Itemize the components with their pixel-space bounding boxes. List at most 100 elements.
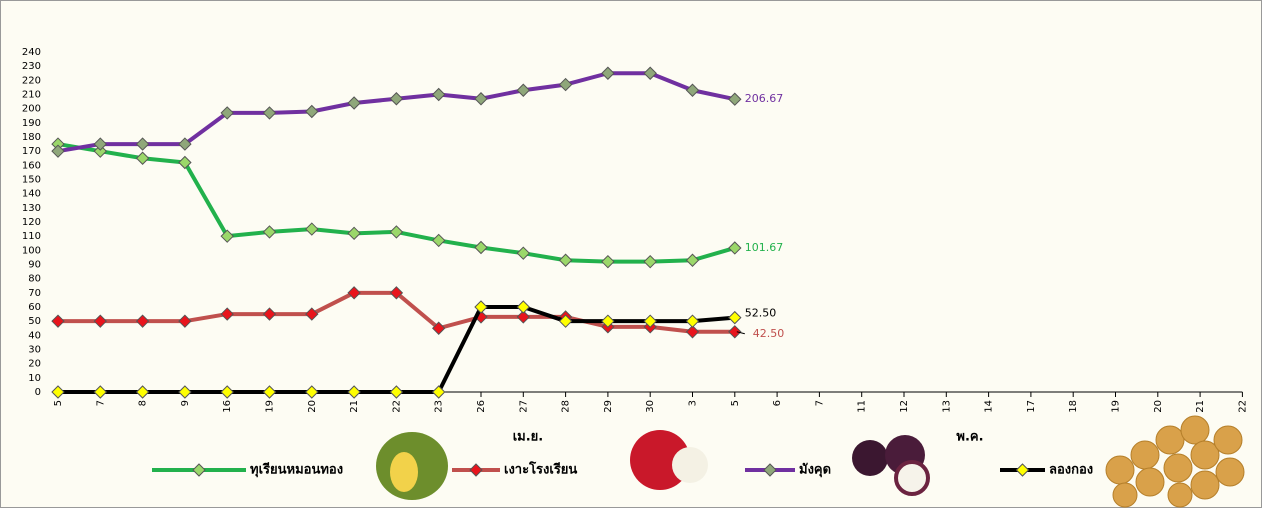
data-point <box>220 307 234 321</box>
data-point <box>305 385 319 399</box>
y-tick-label: 100 <box>22 245 41 256</box>
y-tick-label: 200 <box>22 104 41 115</box>
x-tick-label: 22 <box>1237 400 1248 413</box>
data-point <box>558 77 573 92</box>
x-tick-label: 27 <box>518 400 529 413</box>
legend-marker <box>469 463 483 477</box>
x-tick-label: 28 <box>561 400 572 413</box>
rambutan-flesh <box>672 447 708 483</box>
data-point <box>262 385 277 399</box>
data-point <box>601 314 615 328</box>
y-tick-label: 80 <box>28 274 41 285</box>
y-tick-label: 140 <box>22 189 41 200</box>
data-point <box>178 137 192 151</box>
data-point <box>474 240 488 255</box>
data-point <box>685 314 700 328</box>
data-point <box>347 96 361 110</box>
data-point <box>93 314 108 328</box>
y-tick-label: 230 <box>22 61 41 72</box>
y-tick-label: 60 <box>28 302 41 313</box>
x-tick-label: 8 <box>138 400 149 406</box>
data-point <box>685 83 700 97</box>
rambutan-icon <box>630 430 690 490</box>
y-tick-label: 0 <box>35 387 41 398</box>
data-point <box>389 92 404 106</box>
x-tick-label: 23 <box>434 400 445 413</box>
data-point <box>685 325 700 339</box>
x-tick-label: 17 <box>1026 400 1037 413</box>
mangosteen-icon <box>852 440 888 476</box>
legend-label: มังคุด <box>799 463 831 478</box>
data-point <box>728 310 742 325</box>
data-point <box>347 286 361 300</box>
data-point <box>93 137 108 151</box>
legend-marker <box>192 463 206 477</box>
data-point <box>516 246 531 260</box>
data-point <box>178 385 192 399</box>
durian-flesh <box>390 452 418 492</box>
y-tick-label: 40 <box>28 330 41 341</box>
data-point <box>643 314 657 328</box>
data-point <box>389 286 404 300</box>
x-group-label: เม.ย. <box>513 430 544 445</box>
y-tick-label: 30 <box>28 345 41 356</box>
data-point <box>305 222 319 236</box>
data-point <box>262 106 277 120</box>
data-point <box>389 385 404 399</box>
data-point <box>220 385 234 399</box>
x-tick-label: 9 <box>180 400 191 406</box>
y-tick-label: 160 <box>22 160 41 171</box>
data-point <box>516 300 531 314</box>
y-tick-label: 220 <box>22 75 41 86</box>
data-point <box>347 226 361 241</box>
x-tick-label: 7 <box>814 400 825 406</box>
data-point <box>305 104 319 119</box>
data-point <box>93 144 108 158</box>
x-tick-label: 3 <box>688 400 699 406</box>
legend-marker <box>763 463 777 477</box>
data-point <box>135 137 150 151</box>
x-group-label: พ.ค. <box>956 430 983 445</box>
y-tick-label: 20 <box>28 359 41 370</box>
data-point <box>728 92 742 106</box>
legend-label: เงาะโรงเรียน <box>504 461 577 478</box>
x-tick-label: 19 <box>1111 400 1122 413</box>
data-point <box>601 66 615 80</box>
y-tick-label: 170 <box>22 146 41 157</box>
data-point <box>262 225 277 239</box>
x-tick-label: 6 <box>772 400 783 406</box>
x-tick-label: 11 <box>857 400 868 413</box>
value-label: 101.67 <box>745 241 784 254</box>
data-point <box>516 83 531 97</box>
value-label: 52.50 <box>745 307 777 320</box>
data-point <box>178 314 192 328</box>
x-tick-label: 21 <box>349 400 360 413</box>
x-tick-label: 20 <box>307 400 318 413</box>
x-tick-label: 19 <box>265 400 276 413</box>
legend-label: ทุเรียนหมอนทอง <box>250 462 343 478</box>
data-point <box>431 321 446 335</box>
y-tick-label: 90 <box>28 260 41 271</box>
data-point <box>305 307 319 321</box>
y-tick-label: 120 <box>22 217 41 228</box>
value-label: 42.50 <box>753 327 785 340</box>
x-tick-label: 13 <box>941 400 952 413</box>
data-point <box>643 66 657 80</box>
x-tick-label: 18 <box>1068 400 1079 413</box>
legend-marker <box>1015 463 1030 477</box>
data-point <box>51 385 65 399</box>
y-tick-label: 70 <box>28 288 41 299</box>
x-tick-label: 29 <box>603 400 614 413</box>
value-label: 206.67 <box>745 92 784 105</box>
data-point <box>431 233 446 248</box>
data-point <box>685 253 700 267</box>
data-point <box>347 385 361 399</box>
data-point <box>728 241 742 255</box>
x-tick-label: 5 <box>730 400 741 406</box>
data-point <box>51 314 65 328</box>
y-tick-label: 210 <box>22 90 41 101</box>
data-point <box>220 106 234 120</box>
fruit-icons <box>376 415 1245 508</box>
